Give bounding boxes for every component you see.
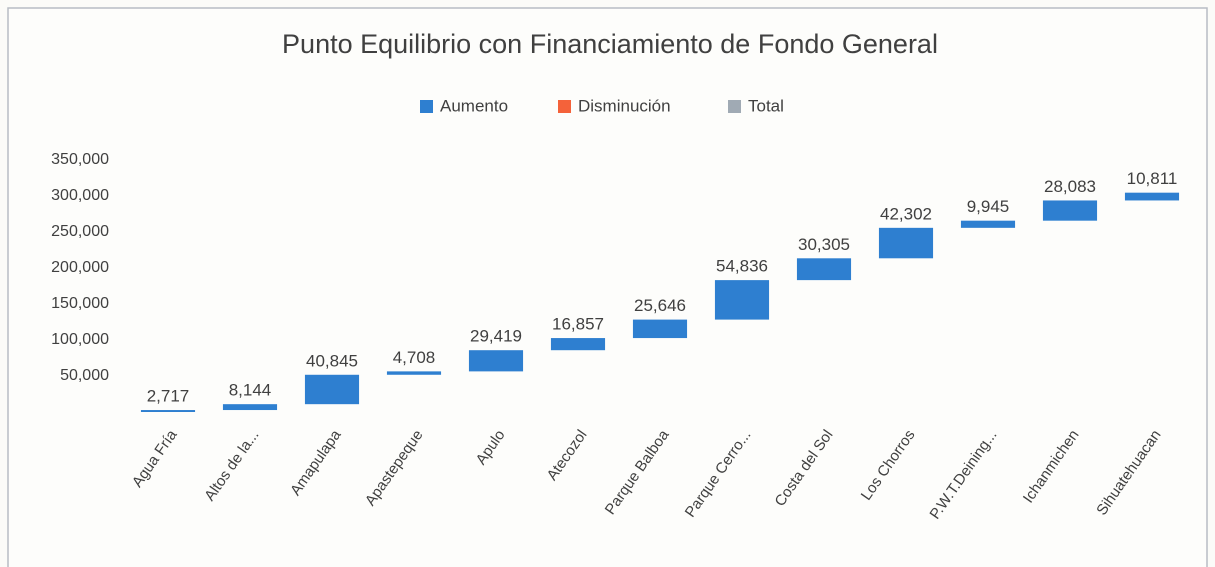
value-label: 40,845 bbox=[306, 351, 358, 370]
bar bbox=[304, 374, 360, 405]
value-label: 16,857 bbox=[552, 315, 604, 334]
bar bbox=[878, 227, 934, 259]
legend-swatch bbox=[420, 100, 433, 113]
bar bbox=[632, 319, 688, 339]
value-label: 28,083 bbox=[1044, 177, 1096, 196]
y-tick-label: 50,000 bbox=[60, 367, 109, 384]
y-tick-label: 100,000 bbox=[51, 331, 109, 348]
value-label: 2,717 bbox=[147, 387, 190, 406]
bar bbox=[140, 410, 196, 412]
value-label: 54,836 bbox=[716, 257, 768, 276]
y-tick-label: 300,000 bbox=[51, 187, 109, 204]
bar bbox=[468, 350, 524, 372]
value-label: 42,302 bbox=[880, 204, 932, 223]
y-tick-label: 350,000 bbox=[51, 151, 109, 168]
y-tick-label: 200,000 bbox=[51, 259, 109, 276]
legend-swatch bbox=[558, 100, 571, 113]
y-tick-label: 250,000 bbox=[51, 223, 109, 240]
chart-frame bbox=[7, 7, 1208, 567]
legend-swatch bbox=[728, 100, 741, 113]
value-label: 8,144 bbox=[229, 381, 272, 400]
legend-label: Aumento bbox=[440, 96, 508, 115]
bar bbox=[222, 404, 278, 411]
value-label: 9,945 bbox=[967, 197, 1010, 216]
value-label: 4,708 bbox=[393, 348, 436, 367]
y-tick-label: 150,000 bbox=[51, 295, 109, 312]
bar bbox=[1124, 192, 1180, 201]
bar bbox=[550, 338, 606, 351]
legend-label: Total bbox=[748, 96, 784, 115]
bar bbox=[960, 220, 1016, 228]
value-label: 29,419 bbox=[470, 327, 522, 346]
value-label: 30,305 bbox=[798, 235, 850, 254]
value-label: 25,646 bbox=[634, 296, 686, 315]
value-label: 10,811 bbox=[1127, 169, 1178, 188]
bar bbox=[386, 371, 442, 375]
bar bbox=[796, 258, 852, 281]
bar bbox=[1042, 200, 1098, 221]
bar bbox=[714, 280, 770, 320]
legend-label: Disminución bbox=[578, 96, 671, 115]
chart-title: Punto Equilibrio con Financiamiento de F… bbox=[282, 29, 938, 59]
